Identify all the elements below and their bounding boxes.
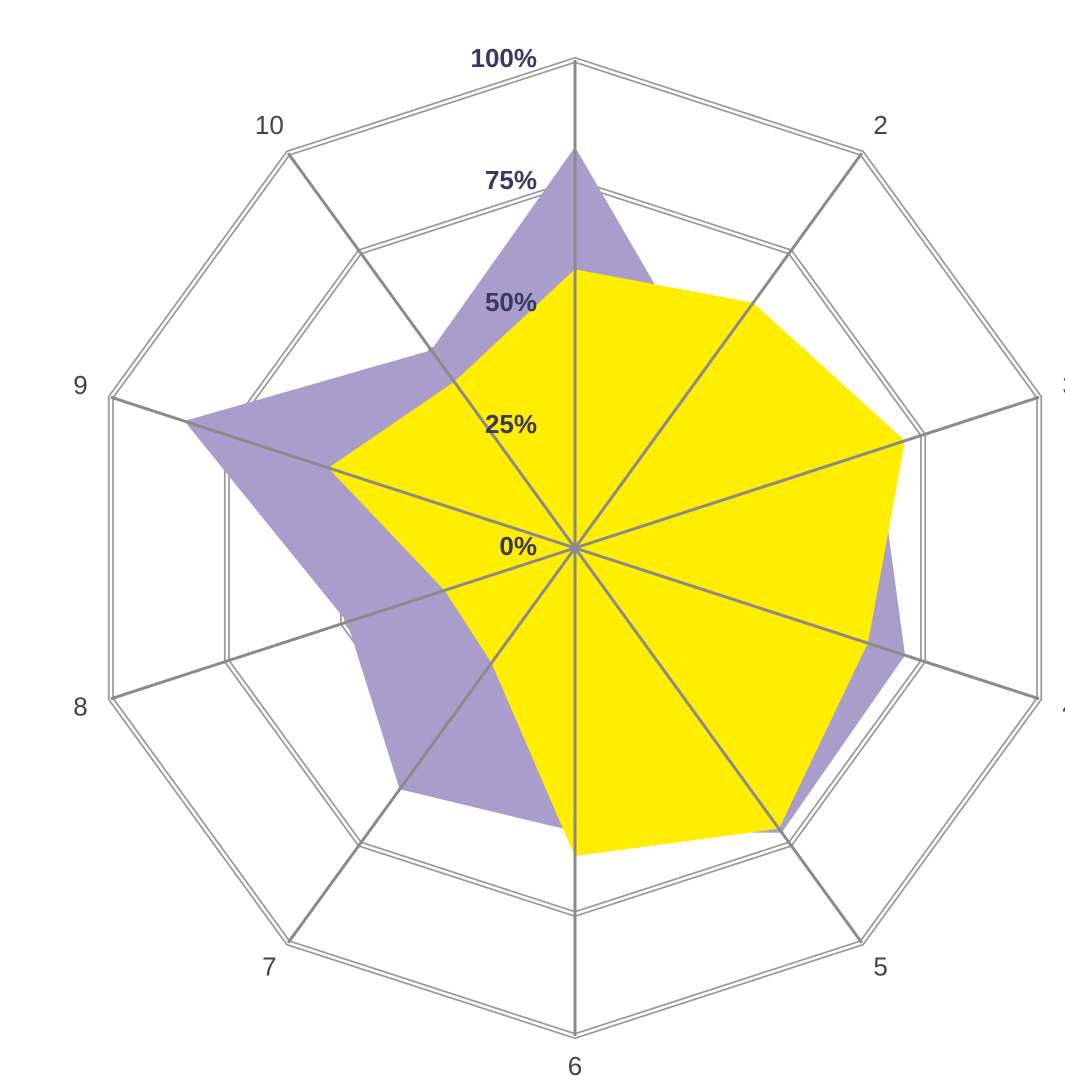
y-tick-label: 100%: [471, 43, 538, 73]
category-label: 10: [255, 110, 284, 140]
category-label: 2: [873, 110, 887, 140]
spoke: [573, 547, 864, 944]
y-tick-label: 75%: [485, 165, 537, 195]
category-label: 4: [1062, 692, 1065, 722]
y-tick-label: 0%: [499, 531, 537, 561]
spoke: [286, 547, 577, 944]
category-label: 9: [73, 370, 87, 400]
y-tick-label: 25%: [485, 409, 537, 439]
spoke: [574, 546, 1040, 701]
spoke: [573, 152, 864, 549]
spoke: [110, 395, 576, 550]
category-label: 7: [262, 952, 276, 982]
spoke: [286, 152, 577, 549]
spoke: [110, 546, 576, 701]
spoke: [574, 395, 1040, 550]
category-label: 3: [1062, 370, 1065, 400]
category-label: 8: [73, 692, 87, 722]
category-label: 6: [568, 1051, 582, 1081]
y-tick-label: 50%: [485, 287, 537, 317]
category-label: 5: [873, 952, 887, 982]
